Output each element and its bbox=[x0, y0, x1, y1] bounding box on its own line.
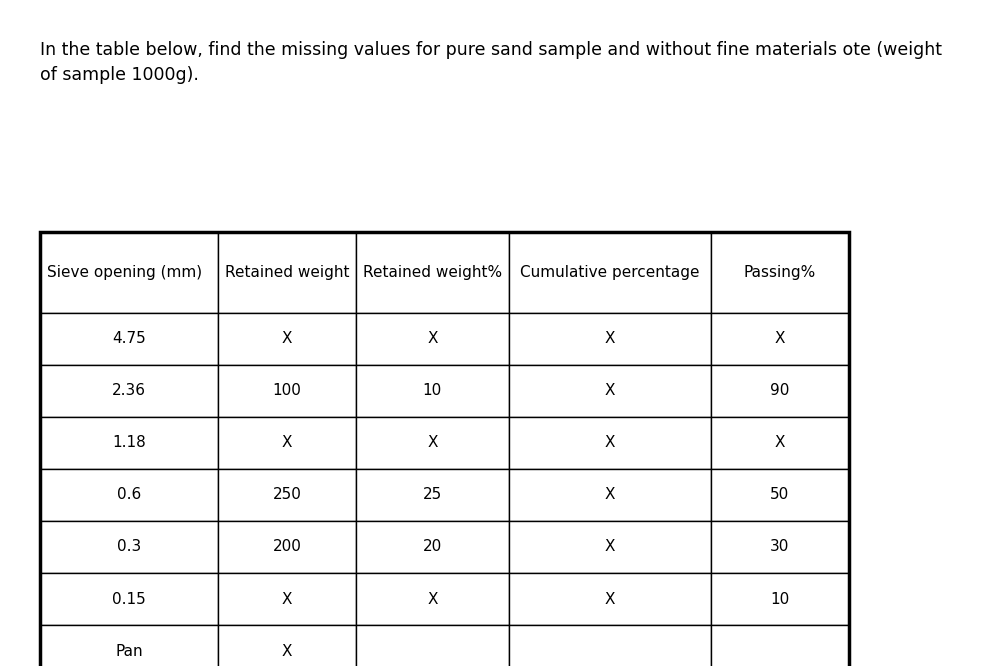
Bar bbox=[219, 521, 356, 573]
Bar bbox=[219, 312, 356, 365]
Text: X: X bbox=[605, 436, 616, 450]
Text: X: X bbox=[282, 591, 293, 607]
Bar bbox=[509, 365, 711, 417]
Bar bbox=[711, 417, 849, 469]
Text: X: X bbox=[774, 436, 785, 450]
Bar bbox=[219, 365, 356, 417]
Bar bbox=[509, 521, 711, 573]
Bar bbox=[40, 469, 219, 521]
Text: Retained weight: Retained weight bbox=[225, 264, 349, 280]
Bar bbox=[356, 417, 509, 469]
Bar bbox=[40, 521, 219, 573]
Text: 1.18: 1.18 bbox=[112, 436, 146, 450]
Bar bbox=[509, 417, 711, 469]
Text: 0.3: 0.3 bbox=[117, 539, 142, 555]
Bar bbox=[40, 232, 219, 312]
Bar bbox=[356, 312, 509, 365]
Text: 4.75: 4.75 bbox=[112, 331, 146, 346]
Text: X: X bbox=[605, 488, 616, 502]
Text: Pan: Pan bbox=[115, 643, 143, 659]
Bar bbox=[711, 573, 849, 625]
Bar bbox=[219, 625, 356, 666]
Text: 0.6: 0.6 bbox=[117, 488, 142, 502]
Bar bbox=[40, 365, 219, 417]
Text: X: X bbox=[427, 591, 437, 607]
Text: X: X bbox=[605, 331, 616, 346]
Bar bbox=[356, 365, 509, 417]
Text: 30: 30 bbox=[770, 539, 790, 555]
Bar bbox=[219, 232, 356, 312]
Text: 25: 25 bbox=[423, 488, 442, 502]
Text: Retained weight%: Retained weight% bbox=[362, 264, 502, 280]
Text: 250: 250 bbox=[273, 488, 301, 502]
Text: In the table below, find the missing values for pure sand sample and without fin: In the table below, find the missing val… bbox=[40, 41, 943, 83]
Bar bbox=[40, 573, 219, 625]
Text: 0.15: 0.15 bbox=[112, 591, 146, 607]
Bar bbox=[40, 417, 219, 469]
Text: Sieve opening (mm): Sieve opening (mm) bbox=[47, 264, 202, 280]
Bar bbox=[356, 573, 509, 625]
Bar bbox=[711, 469, 849, 521]
Text: 50: 50 bbox=[770, 488, 790, 502]
Text: Cumulative percentage: Cumulative percentage bbox=[520, 264, 700, 280]
Bar bbox=[509, 573, 711, 625]
Text: X: X bbox=[427, 436, 437, 450]
Text: 200: 200 bbox=[273, 539, 301, 555]
Bar bbox=[40, 312, 219, 365]
Text: 100: 100 bbox=[273, 383, 301, 398]
Bar bbox=[219, 573, 356, 625]
Bar bbox=[509, 625, 711, 666]
Bar bbox=[711, 625, 849, 666]
Bar bbox=[711, 521, 849, 573]
Text: X: X bbox=[427, 331, 437, 346]
Text: 2.36: 2.36 bbox=[112, 383, 147, 398]
Text: X: X bbox=[605, 539, 616, 555]
Bar bbox=[711, 365, 849, 417]
Bar bbox=[711, 312, 849, 365]
Text: X: X bbox=[605, 383, 616, 398]
Text: 10: 10 bbox=[770, 591, 790, 607]
Text: X: X bbox=[282, 436, 293, 450]
Bar bbox=[356, 625, 509, 666]
Bar bbox=[509, 469, 711, 521]
Text: X: X bbox=[605, 591, 616, 607]
Text: 10: 10 bbox=[423, 383, 442, 398]
Text: X: X bbox=[282, 331, 293, 346]
Text: 20: 20 bbox=[423, 539, 442, 555]
Bar bbox=[356, 232, 509, 312]
Bar bbox=[40, 232, 849, 666]
Text: X: X bbox=[282, 643, 293, 659]
Text: 90: 90 bbox=[770, 383, 790, 398]
Bar bbox=[219, 469, 356, 521]
Bar bbox=[509, 232, 711, 312]
Bar bbox=[356, 521, 509, 573]
Bar bbox=[356, 469, 509, 521]
Bar bbox=[509, 312, 711, 365]
Bar bbox=[219, 417, 356, 469]
Bar bbox=[40, 625, 219, 666]
Bar bbox=[711, 232, 849, 312]
Text: Passing%: Passing% bbox=[744, 264, 816, 280]
Text: X: X bbox=[774, 331, 785, 346]
